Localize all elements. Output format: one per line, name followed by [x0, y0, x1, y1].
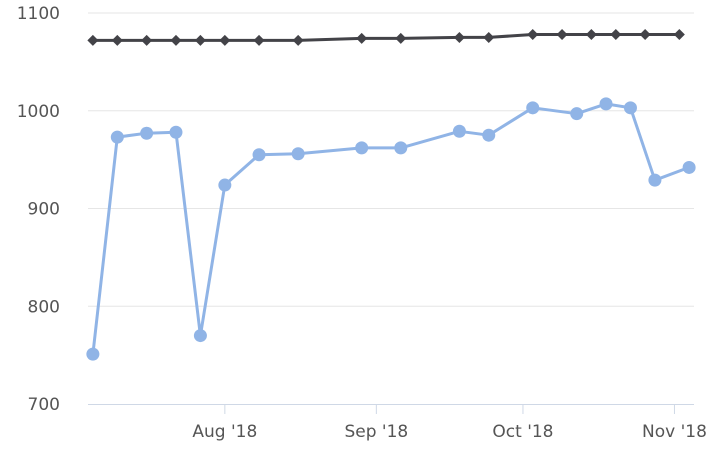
data-point	[556, 29, 568, 41]
data-point	[291, 147, 305, 161]
y-tick-label: 1000	[17, 102, 60, 122]
data-point	[140, 126, 154, 140]
data-point	[170, 34, 182, 46]
y-tick-label: 700	[28, 395, 60, 415]
y-tick-label: 900	[28, 200, 60, 220]
data-point	[610, 29, 622, 41]
data-point	[252, 148, 266, 162]
x-tick-label: Nov '18	[642, 422, 707, 442]
data-point	[452, 124, 466, 138]
series-group	[86, 29, 696, 361]
data-point	[673, 29, 685, 41]
data-point	[356, 32, 368, 44]
data-point	[395, 32, 407, 44]
data-point	[482, 128, 496, 142]
data-point	[87, 34, 99, 46]
data-point	[111, 34, 123, 46]
data-point	[169, 125, 183, 139]
data-point	[218, 178, 232, 192]
x-tick-label: Aug '18	[192, 422, 257, 442]
x-tick-label: Oct '18	[492, 422, 553, 442]
data-point	[483, 31, 495, 43]
data-point	[526, 101, 540, 115]
y-tick-label: 800	[28, 297, 60, 317]
x-axis-labels: Aug '18 Sep '18 Oct '18 Nov '18	[192, 422, 707, 442]
data-point	[527, 29, 539, 41]
data-point	[194, 34, 206, 46]
series-2	[86, 97, 696, 361]
gridlines	[88, 12, 694, 307]
data-point	[253, 34, 265, 46]
x-tick-label: Sep '18	[344, 422, 408, 442]
data-point	[682, 160, 696, 174]
data-point	[355, 141, 369, 155]
data-point	[648, 173, 662, 187]
y-axis-labels: 700 800 900 1000 1100	[17, 4, 60, 415]
data-point	[193, 329, 207, 343]
data-point	[639, 29, 651, 41]
data-point	[453, 31, 465, 43]
data-point	[585, 29, 597, 41]
y-tick-label: 1100	[17, 4, 60, 24]
data-point	[219, 34, 231, 46]
data-point	[141, 34, 153, 46]
x-axis	[88, 404, 694, 414]
data-point	[110, 130, 124, 144]
series-1	[87, 29, 685, 46]
data-point	[623, 101, 637, 115]
data-point	[394, 141, 408, 155]
data-point	[86, 347, 100, 361]
data-point	[570, 107, 584, 121]
series-line	[91, 102, 690, 355]
data-point	[599, 97, 613, 111]
data-point	[292, 34, 304, 46]
